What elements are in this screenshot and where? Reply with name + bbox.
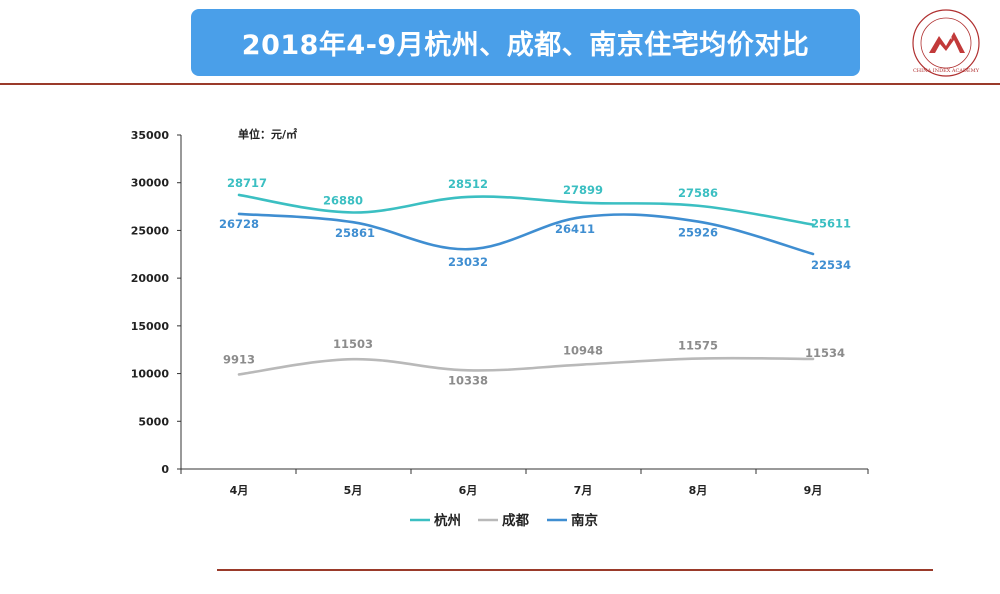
china-index-academy-logo: 中指 CHINA INDEX ACADEMY	[912, 9, 980, 77]
data-label: 27899	[563, 183, 603, 197]
y-tick-label: 5000	[138, 415, 169, 428]
y-tick-label: 15000	[131, 320, 170, 333]
x-tick-label: 7月	[574, 484, 593, 497]
logo-name: CHINA INDEX ACADEMY	[913, 68, 980, 74]
data-label: 28717	[227, 176, 267, 190]
y-tick-label: 35000	[131, 129, 170, 142]
data-label: 11503	[333, 337, 373, 351]
x-tick-label: 9月	[804, 484, 823, 497]
x-tick-label: 4月	[230, 484, 249, 497]
y-tick-label: 20000	[131, 272, 170, 285]
legend-label: 成都	[502, 512, 530, 529]
x-tick-label: 8月	[689, 484, 708, 497]
data-label: 26880	[323, 193, 363, 207]
chart-series	[237, 193, 815, 376]
data-label: 26728	[219, 217, 259, 231]
page-title: 2018年4-9月杭州、成都、南京住宅均价对比	[191, 9, 860, 76]
y-tick-label: 10000	[131, 368, 170, 381]
data-label: 23032	[448, 255, 488, 269]
data-label: 25926	[678, 226, 718, 240]
data-label: 28512	[448, 177, 488, 191]
y-tick-label: 30000	[131, 177, 170, 190]
x-tick-label: 6月	[459, 484, 478, 497]
data-label: 26411	[555, 222, 595, 236]
data-label: 25861	[335, 226, 375, 240]
chart-data-labels: 28717 26880 28512 27899 27586 25611 9913 11503 1…	[219, 176, 851, 387]
chart-legend: 杭州 成都 南京	[410, 512, 598, 529]
data-label: 10338	[448, 373, 488, 387]
x-tick-label: 5月	[344, 484, 363, 497]
series-line	[237, 212, 815, 256]
y-tick-label: 0	[161, 463, 169, 476]
series-line	[237, 356, 815, 376]
data-label: 25611	[811, 217, 851, 231]
legend-label: 杭州	[434, 512, 461, 529]
data-label: 22534	[811, 258, 851, 272]
unit-label: 单位：元/㎡	[238, 127, 297, 141]
data-label: 9913	[223, 352, 255, 366]
y-tick-label: 25000	[131, 224, 170, 237]
legend-label: 南京	[571, 512, 598, 529]
chart-axes: 0 5000 10000 15000 20000 25000 30000 35000 4月 5月 6…	[131, 129, 869, 497]
top-divider	[0, 83, 1000, 85]
data-label: 11534	[805, 346, 845, 360]
data-label: 27586	[678, 186, 718, 200]
data-label: 11575	[678, 339, 718, 353]
bottom-divider	[217, 569, 933, 571]
series-line	[237, 193, 815, 226]
data-label: 10948	[563, 344, 603, 358]
logo-mark: 中指	[940, 33, 952, 41]
